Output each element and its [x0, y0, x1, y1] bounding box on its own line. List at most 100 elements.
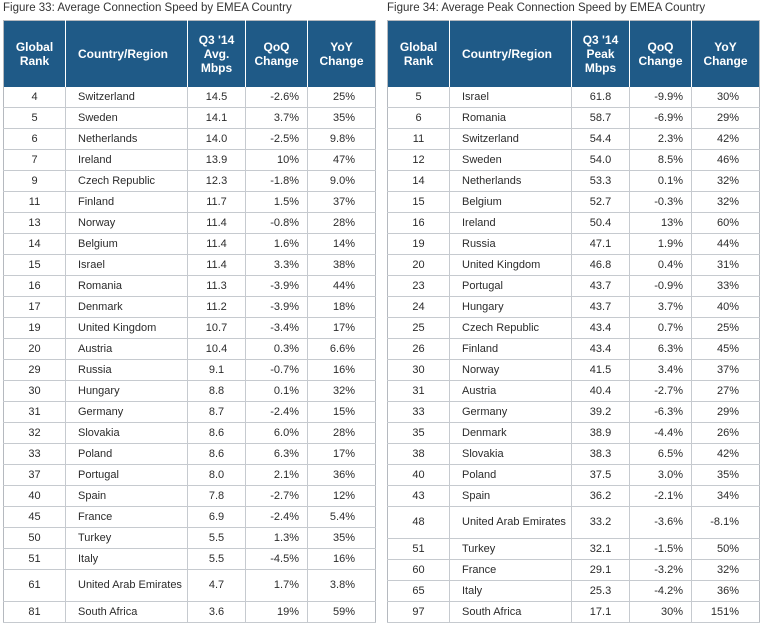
speed-cell: 43.7: [571, 275, 630, 297]
qoq-cell: -6.3%: [629, 401, 692, 423]
speed-cell: 14.0: [187, 128, 246, 150]
table-row: 15 Israel 11.4 3.3% 38%: [3, 254, 376, 276]
rank-cell: 60: [387, 559, 450, 581]
rank-cell: 50: [3, 527, 66, 549]
rank-cell: 11: [3, 191, 66, 213]
country-cell: Spain: [65, 485, 188, 507]
yoy-cell: 29%: [691, 107, 760, 129]
speed-cell: 43.7: [571, 296, 630, 318]
rank-cell: 40: [3, 485, 66, 507]
table-row: 5 Israel 61.8 -9.9% 30%: [387, 87, 760, 108]
table-row: 20 Austria 10.4 0.3% 6.6%: [3, 338, 376, 360]
rank-cell: 19: [3, 317, 66, 339]
table-row: 30 Norway 41.5 3.4% 37%: [387, 359, 760, 381]
speed-cell: 43.4: [571, 338, 630, 360]
speed-cell: 58.7: [571, 107, 630, 129]
rank-cell: 9: [3, 170, 66, 192]
speed-cell: 8.8: [187, 380, 246, 402]
yoy-cell: 40%: [691, 296, 760, 318]
qoq-cell: -2.5%: [245, 128, 308, 150]
table-row: 33 Germany 39.2 -6.3% 29%: [387, 401, 760, 423]
country-cell: United Arab Emirates: [449, 506, 572, 539]
qoq-cell: 6.0%: [245, 422, 308, 444]
yoy-cell: 42%: [691, 443, 760, 465]
country-cell: Spain: [449, 485, 572, 507]
yoy-cell: 18%: [307, 296, 376, 318]
qoq-cell: -4.2%: [629, 580, 692, 602]
table-row: 81 South Africa 3.6 19% 59%: [3, 601, 376, 623]
figure-34: Figure 34: Average Peak Connection Speed…: [387, 0, 760, 623]
qoq-cell: 3.7%: [245, 107, 308, 129]
qoq-cell: -1.5%: [629, 538, 692, 560]
speed-cell: 11.7: [187, 191, 246, 213]
yoy-cell: 36%: [691, 580, 760, 602]
yoy-cell: 37%: [691, 359, 760, 381]
country-cell: Sweden: [449, 149, 572, 171]
speed-cell: 11.3: [187, 275, 246, 297]
country-cell: Germany: [65, 401, 188, 423]
speed-cell: 4.7: [187, 569, 246, 602]
qoq-cell: 3.7%: [629, 296, 692, 318]
speed-cell: 50.4: [571, 212, 630, 234]
yoy-cell: 29%: [691, 401, 760, 423]
speed-cell: 17.1: [571, 601, 630, 623]
country-cell: Slovakia: [449, 443, 572, 465]
table-row: 26 Finland 43.4 6.3% 45%: [387, 338, 760, 360]
qoq-cell: 3.0%: [629, 464, 692, 486]
speed-cell: 32.1: [571, 538, 630, 560]
figure-34-caption: Figure 34: Average Peak Connection Speed…: [387, 2, 706, 14]
rank-cell: 38: [387, 443, 450, 465]
country-cell: Norway: [65, 212, 188, 234]
speed-cell: 13.9: [187, 149, 246, 171]
country-cell: Romania: [449, 107, 572, 129]
rank-cell: 14: [3, 233, 66, 255]
yoy-cell: 44%: [691, 233, 760, 255]
table-row: 16 Romania 11.3 -3.9% 44%: [3, 275, 376, 297]
speed-cell: 54.4: [571, 128, 630, 150]
yoy-cell: 28%: [307, 212, 376, 234]
table-row: 6 Romania 58.7 -6.9% 29%: [387, 107, 760, 129]
qoq-cell: 6.5%: [629, 443, 692, 465]
yoy-cell: 37%: [307, 191, 376, 213]
table-row: 12 Sweden 54.0 8.5% 46%: [387, 149, 760, 171]
speed-cell: 12.3: [187, 170, 246, 192]
speed-cell: 36.2: [571, 485, 630, 507]
country-cell: Poland: [449, 464, 572, 486]
qoq-cell: -4.4%: [629, 422, 692, 444]
rank-cell: 29: [3, 359, 66, 381]
qoq-cell: 0.1%: [629, 170, 692, 192]
header-qoq-change: QoQ Change: [245, 20, 308, 87]
qoq-cell: 1.9%: [629, 233, 692, 255]
qoq-cell: -3.6%: [629, 506, 692, 539]
qoq-cell: -0.3%: [629, 191, 692, 213]
country-cell: Italy: [449, 580, 572, 602]
qoq-cell: -9.9%: [629, 87, 692, 108]
table-row: 38 Slovakia 38.3 6.5% 42%: [387, 443, 760, 465]
rank-cell: 16: [387, 212, 450, 234]
speed-cell: 33.2: [571, 506, 630, 539]
rank-cell: 14: [387, 170, 450, 192]
country-cell: Germany: [449, 401, 572, 423]
rank-cell: 20: [3, 338, 66, 360]
rank-cell: 16: [3, 275, 66, 297]
speed-cell: 47.1: [571, 233, 630, 255]
speed-cell: 8.6: [187, 443, 246, 465]
qoq-cell: 1.7%: [245, 569, 308, 602]
speed-cell: 25.3: [571, 580, 630, 602]
table-row: 5 Sweden 14.1 3.7% 35%: [3, 107, 376, 129]
yoy-cell: 16%: [307, 548, 376, 570]
yoy-cell: 32%: [691, 559, 760, 581]
qoq-cell: -4.5%: [245, 548, 308, 570]
rank-cell: 17: [3, 296, 66, 318]
country-cell: Netherlands: [449, 170, 572, 192]
country-cell: Belgium: [449, 191, 572, 213]
header-avg-mbps: Q3 '14 Avg. Mbps: [187, 20, 246, 87]
speed-cell: 3.6: [187, 601, 246, 623]
yoy-cell: 47%: [307, 149, 376, 171]
table-row: 23 Portugal 43.7 -0.9% 33%: [387, 275, 760, 297]
rank-cell: 35: [387, 422, 450, 444]
country-cell: France: [65, 506, 188, 528]
country-cell: France: [449, 559, 572, 581]
country-cell: Portugal: [449, 275, 572, 297]
speed-cell: 11.2: [187, 296, 246, 318]
